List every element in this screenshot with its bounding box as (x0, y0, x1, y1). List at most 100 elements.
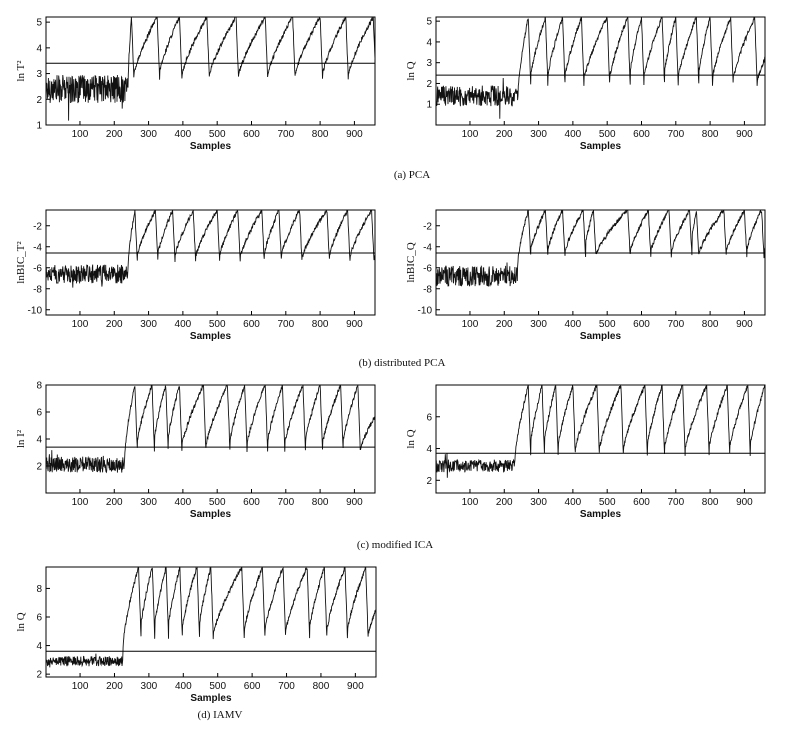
y-tick-label: 6 (426, 412, 432, 423)
x-tick-label: 400 (565, 129, 582, 140)
caption-b: (b) distributed PCA (359, 357, 446, 369)
x-tick-label: 600 (244, 681, 261, 692)
plot-frame (45, 16, 376, 126)
y-tick-label: -6 (33, 263, 42, 274)
statistic-line (46, 17, 375, 121)
y-axis-label: ln I² (15, 429, 27, 448)
x-tick-label: 900 (736, 497, 753, 508)
y-tick-label: 2 (36, 462, 42, 473)
x-tick-label: 700 (277, 497, 294, 508)
x-tick-label: 100 (72, 497, 89, 508)
x-tick-label: 300 (140, 497, 157, 508)
caption-c: (c) modified ICA (357, 539, 433, 551)
y-tick-label: -2 (423, 221, 432, 232)
x-tick-label: 900 (346, 129, 363, 140)
x-tick-label: 500 (209, 319, 226, 330)
chart-mica-q: 100 200 300 400 500 600 700 800 900 2 4 6 Samples ln … (405, 384, 766, 520)
chart-panels: 100 200 300 400 500 600 700 800 900 1 2 3 4 5 Samples l… (15, 16, 766, 704)
chart-pca-q: 100 200 300 400 500 600 700 800 900 1 2 3 4 5 Samples l… (405, 16, 766, 152)
x-tick-label: 700 (667, 319, 684, 330)
y-tick-label: 1 (36, 121, 42, 132)
y-axis-label: ln Q (15, 612, 27, 631)
chart-dpca-t2: 100 200 300 400 500 600 700 800 900 -10 -8 -6 -4 -2 Sa… (15, 209, 376, 342)
x-tick-label: 100 (462, 129, 479, 140)
x-tick-label: 900 (736, 319, 753, 330)
y-tick-label: 6 (36, 613, 42, 624)
y-tick-label: 4 (36, 641, 42, 652)
x-tick-label: 700 (667, 129, 684, 140)
chart-mica-i2: 100 200 300 400 500 600 700 800 900 2 4 6 8 Samples ln… (15, 381, 376, 520)
y-tick-label: -2 (33, 221, 42, 232)
x-tick-label: 700 (277, 129, 294, 140)
y-tick-label: -10 (418, 305, 433, 316)
y-tick-label: 3 (426, 58, 432, 69)
x-tick-label: 500 (599, 319, 616, 330)
x-tick-label: 500 (209, 129, 226, 140)
x-tick-label: 600 (243, 497, 260, 508)
chart-iamv-q: 100 200 300 400 500 600 700 800 900 2 4 6 8 Samples ln… (15, 566, 377, 704)
x-tick-label: 600 (633, 319, 650, 330)
y-tick-label: -4 (33, 242, 42, 253)
x-tick-label: 900 (346, 319, 363, 330)
x-tick-label: 500 (599, 497, 616, 508)
y-tick-label: 4 (36, 435, 42, 446)
x-tick-label: 900 (347, 681, 364, 692)
x-tick-label: 800 (312, 129, 329, 140)
x-tick-label: 300 (141, 681, 158, 692)
statistic-line (436, 385, 765, 478)
x-tick-label: 800 (702, 497, 719, 508)
x-axis-label: Samples (580, 331, 622, 342)
x-tick-label: 400 (175, 681, 192, 692)
x-tick-label: 200 (496, 129, 513, 140)
x-axis-label: Samples (190, 693, 232, 704)
plot-frame (435, 384, 766, 494)
x-tick-label: 500 (599, 129, 616, 140)
x-tick-label: 400 (175, 129, 192, 140)
y-axis-label: ln T² (15, 60, 27, 82)
x-tick-label: 100 (462, 497, 479, 508)
x-axis-label: Samples (580, 141, 622, 152)
x-tick-label: 100 (72, 129, 89, 140)
y-tick-label: 4 (426, 444, 432, 455)
x-tick-label: 800 (312, 497, 329, 508)
x-tick-label: 600 (633, 129, 650, 140)
plot-frame (45, 384, 376, 494)
x-axis-label: Samples (190, 509, 232, 520)
y-tick-label: -10 (28, 305, 43, 316)
y-axis-label: ln Q (405, 61, 417, 80)
y-tick-label: 2 (36, 670, 42, 681)
y-tick-label: 5 (36, 18, 42, 29)
y-tick-label: -8 (33, 284, 42, 295)
x-tick-label: 300 (140, 129, 157, 140)
x-tick-label: 600 (633, 497, 650, 508)
x-tick-label: 600 (243, 129, 260, 140)
x-tick-label: 300 (530, 129, 547, 140)
x-tick-label: 100 (462, 319, 479, 330)
x-tick-label: 200 (496, 319, 513, 330)
x-tick-label: 200 (106, 497, 123, 508)
y-tick-label: -8 (423, 284, 432, 295)
chart-dpca-q: 100 200 300 400 500 600 700 800 900 -10 -8 -6 -4 -2 Sa… (405, 209, 766, 342)
x-axis-label: Samples (580, 509, 622, 520)
y-tick-label: 2 (426, 476, 432, 487)
x-tick-label: 300 (140, 319, 157, 330)
y-tick-label: 8 (36, 584, 42, 595)
x-tick-label: 800 (313, 681, 330, 692)
y-tick-label: 8 (36, 381, 42, 392)
plot-frame (435, 16, 766, 126)
y-tick-label: -4 (423, 242, 432, 253)
x-tick-label: 700 (278, 681, 295, 692)
statistic-line (436, 17, 765, 119)
x-tick-label: 100 (72, 681, 89, 692)
x-tick-label: 200 (106, 681, 123, 692)
y-axis-label: lnBIC_Q (405, 242, 417, 282)
plot-frame (435, 209, 766, 316)
x-tick-label: 700 (277, 319, 294, 330)
plot-frame (45, 209, 376, 316)
y-tick-label: 6 (36, 408, 42, 419)
caption-a: (a) PCA (394, 169, 430, 181)
x-tick-label: 200 (106, 319, 123, 330)
x-axis-label: Samples (190, 331, 232, 342)
x-tick-label: 700 (667, 497, 684, 508)
